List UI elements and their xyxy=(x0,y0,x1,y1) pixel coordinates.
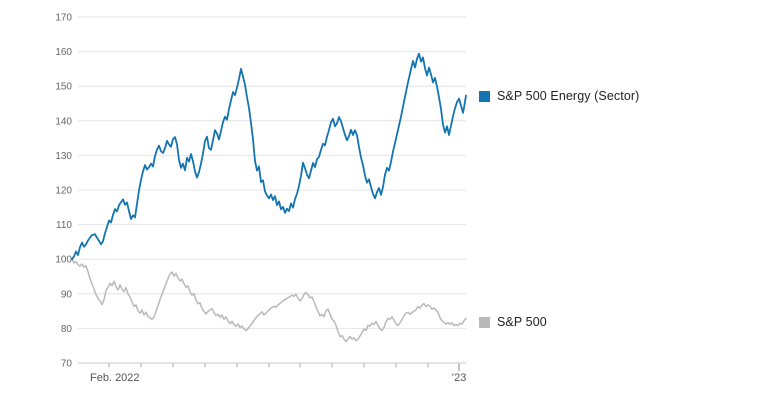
legend-item-sp500: S&P 500 xyxy=(479,310,547,334)
y-axis-tick-label: 140 xyxy=(55,116,72,127)
energy-series-swatch-icon xyxy=(479,90,490,102)
y-axis-tick-label: 80 xyxy=(61,324,73,335)
y-axis-tick-label: 70 xyxy=(61,359,73,370)
energy-series-line xyxy=(71,52,467,261)
x-axis-start-label: Feb. 2022 xyxy=(90,372,140,384)
y-axis-tick-label: 120 xyxy=(55,186,72,197)
x-axis-end-label: ’23 xyxy=(452,372,467,384)
y-axis-tick-label: 130 xyxy=(55,151,72,162)
legend-item-energy: S&P 500 Energy (Sector) xyxy=(479,84,639,108)
y-axis-tick-label: 90 xyxy=(61,289,73,300)
y-axis-tick-label: 100 xyxy=(55,255,72,266)
sp500-series-legend-label: S&P 500 xyxy=(497,315,547,329)
y-axis-tick-label: 160 xyxy=(55,47,72,58)
sp500-series-swatch-icon xyxy=(479,316,490,328)
energy-series-legend-label: S&P 500 Energy (Sector) xyxy=(497,89,640,103)
y-axis-tick-label: 150 xyxy=(55,82,72,93)
y-axis-tick-label: 170 xyxy=(55,13,72,24)
y-axis-tick-label: 110 xyxy=(56,220,72,231)
sp500-series-line xyxy=(71,258,467,343)
